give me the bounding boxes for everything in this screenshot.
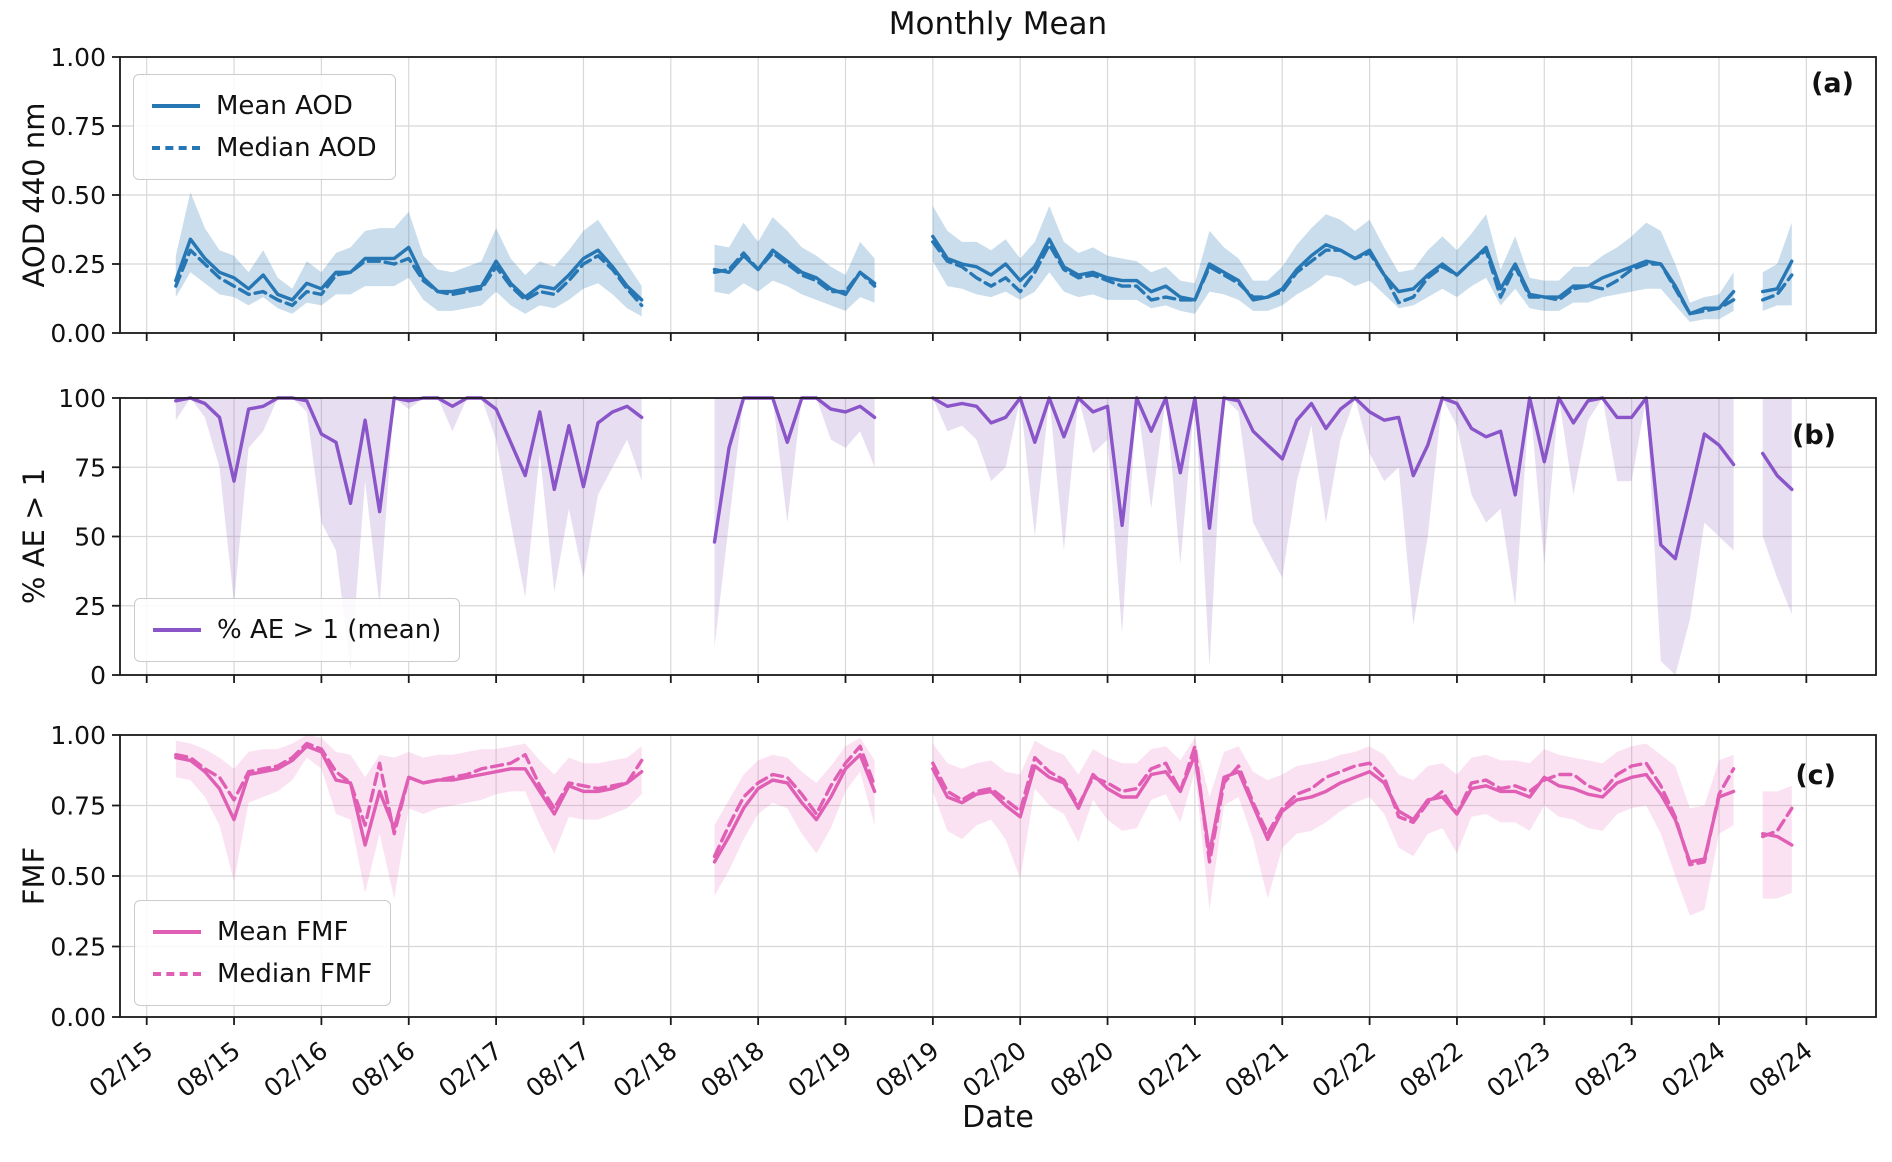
y-axis-label-aod: AOD 440 nm: [17, 102, 51, 288]
svg-text:0.50: 0.50: [50, 862, 106, 891]
svg-text:100: 100: [58, 384, 106, 413]
legend-label-mean-fmf: Mean FMF: [217, 917, 349, 947]
svg-text:0.50: 0.50: [50, 181, 106, 210]
mean-fmf-line-swatch: [153, 930, 201, 934]
svg-text:08/19: 08/19: [870, 1036, 945, 1103]
svg-text:08/21: 08/21: [1219, 1036, 1294, 1103]
svg-text:02/24: 02/24: [1656, 1036, 1731, 1103]
svg-text:08/15: 08/15: [171, 1036, 246, 1103]
legend-entry: Mean AOD: [152, 85, 377, 127]
svg-text:08/18: 08/18: [695, 1036, 770, 1103]
svg-text:02/19: 02/19: [783, 1036, 858, 1103]
legend-label-ae-mean: % AE > 1 (mean): [217, 615, 442, 645]
svg-text:08/20: 08/20: [1045, 1036, 1120, 1103]
svg-text:08/17: 08/17: [521, 1036, 596, 1103]
svg-text:50: 50: [74, 523, 106, 552]
median-aod-line-swatch: [152, 146, 200, 150]
svg-text:0.75: 0.75: [50, 792, 106, 821]
svg-text:0.25: 0.25: [50, 933, 106, 962]
svg-text:02/22: 02/22: [1307, 1036, 1382, 1103]
panel-label-a: (a): [1811, 68, 1854, 99]
svg-text:75: 75: [74, 453, 106, 482]
legend-panel-c: Mean FMF Median FMF: [134, 900, 392, 1006]
svg-text:02/16: 02/16: [258, 1036, 333, 1103]
svg-text:02/18: 02/18: [608, 1036, 683, 1103]
chart-title: Monthly Mean: [888, 6, 1108, 42]
svg-text:02/17: 02/17: [433, 1036, 508, 1103]
legend-entry: Mean FMF: [153, 911, 372, 953]
svg-text:08/23: 08/23: [1569, 1036, 1644, 1103]
median-fmf-line-swatch: [153, 972, 201, 976]
svg-text:0.75: 0.75: [50, 112, 106, 141]
legend-label-median-fmf: Median FMF: [217, 959, 373, 989]
x-axis-label: Date: [962, 1100, 1034, 1135]
y-axis-label-ae: % AE > 1: [17, 467, 51, 605]
svg-text:0.25: 0.25: [50, 250, 106, 279]
svg-text:0: 0: [90, 661, 106, 690]
legend-entry: Median FMF: [153, 953, 372, 995]
svg-text:1.00: 1.00: [50, 43, 106, 72]
svg-text:08/16: 08/16: [346, 1036, 421, 1103]
legend-entry: Median AOD: [152, 127, 377, 169]
legend-entry: % AE > 1 (mean): [153, 609, 441, 651]
y-axis-label-fmf: FMF: [17, 846, 51, 906]
panel-label-c: (c): [1795, 760, 1836, 791]
legend-panel-a: Mean AOD Median AOD: [133, 74, 396, 180]
mean-ae-line-swatch: [153, 628, 201, 632]
svg-text:02/15: 02/15: [84, 1036, 159, 1103]
svg-text:08/24: 08/24: [1743, 1036, 1818, 1103]
panel-label-b: (b): [1791, 420, 1836, 451]
mean-aod-line-swatch: [152, 104, 200, 108]
svg-text:25: 25: [74, 592, 106, 621]
legend-label-mean-aod: Mean AOD: [216, 91, 353, 121]
svg-text:02/20: 02/20: [957, 1036, 1032, 1103]
svg-text:02/23: 02/23: [1481, 1036, 1556, 1103]
legend-label-median-aod: Median AOD: [216, 133, 377, 163]
svg-text:0.00: 0.00: [50, 319, 106, 348]
svg-text:08/22: 08/22: [1394, 1036, 1469, 1103]
legend-panel-b: % AE > 1 (mean): [134, 598, 461, 662]
svg-text:1.00: 1.00: [50, 721, 106, 750]
svg-text:02/21: 02/21: [1132, 1036, 1207, 1103]
svg-text:0.00: 0.00: [50, 1003, 106, 1032]
